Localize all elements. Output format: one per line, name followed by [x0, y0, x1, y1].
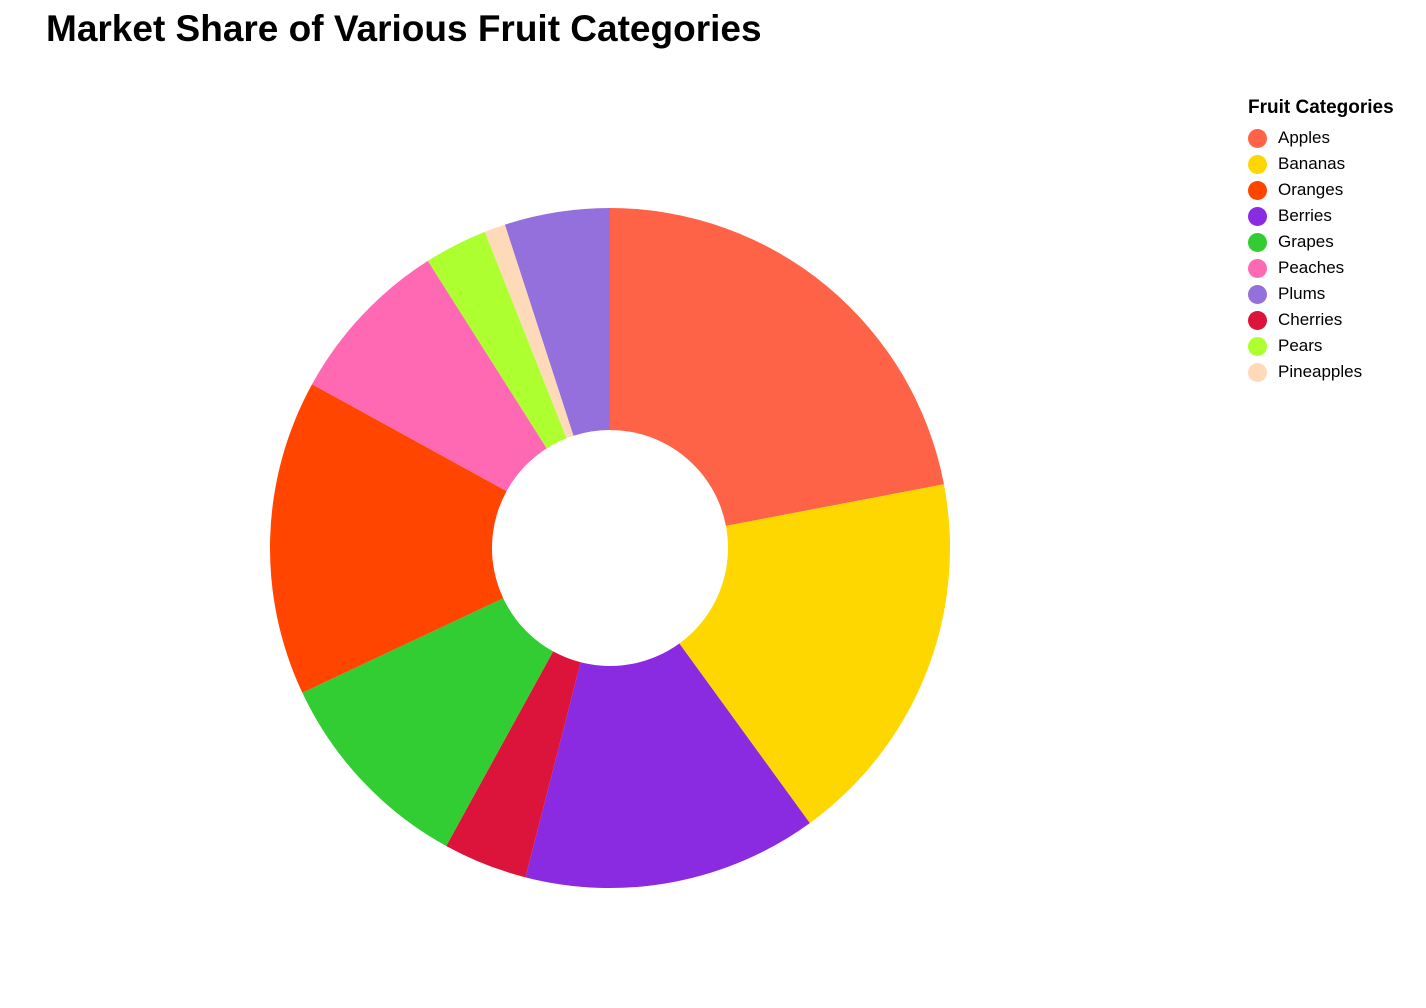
legend-item-pineapples: Pineapples — [1248, 359, 1394, 385]
slice-oranges — [270, 384, 507, 693]
legend-label-oranges: Oranges — [1278, 180, 1344, 199]
legend-item-cherries: Cherries — [1248, 307, 1394, 333]
slice-pineapples — [484, 224, 574, 439]
slice-grapes — [302, 598, 554, 846]
legend-swatch-apples — [1248, 128, 1267, 148]
slice-apples — [610, 208, 944, 526]
legend-item-berries: Berries — [1248, 203, 1394, 229]
chart-title: Market Share of Various Fruit Categories — [46, 8, 762, 49]
legend-item-peaches: Peaches — [1248, 255, 1394, 281]
legend-item-plums: Plums — [1248, 281, 1394, 307]
legend-item-grapes: Grapes — [1248, 229, 1394, 255]
slice-bananas — [679, 484, 950, 824]
slice-plums — [504, 208, 610, 436]
legend-swatch-plums — [1248, 284, 1267, 304]
legend-item-pears: Pears — [1248, 333, 1394, 359]
legend-label-bananas: Bananas — [1278, 154, 1346, 173]
legend: Fruit Categories Apples Bananas Oranges Ber… — [1248, 97, 1394, 385]
legend-item-apples: Apples — [1248, 125, 1394, 151]
slice-pears — [427, 231, 567, 449]
legend-title: Fruit Categories — [1248, 97, 1394, 118]
legend-swatch-oranges — [1248, 180, 1267, 200]
legend-swatch-peaches — [1248, 258, 1267, 278]
legend-item-bananas: Bananas — [1248, 151, 1394, 177]
slice-peaches — [312, 260, 547, 492]
legend-label-plums: Plums — [1278, 284, 1326, 303]
legend-label-pears: Pears — [1278, 336, 1323, 355]
legend-label-berries: Berries — [1278, 206, 1332, 225]
legend-swatch-pears — [1248, 336, 1267, 356]
legend-label-peaches: Peaches — [1278, 258, 1345, 277]
legend-swatch-berries — [1248, 206, 1267, 226]
legend-label-grapes: Grapes — [1278, 232, 1334, 251]
legend-item-oranges: Oranges — [1248, 177, 1394, 203]
legend-swatch-grapes — [1248, 232, 1267, 252]
slice-cherries — [446, 651, 581, 878]
legend-label-pineapples: Pineapples — [1278, 362, 1363, 381]
legend-swatch-cherries — [1248, 310, 1267, 330]
legend-label-apples: Apples — [1278, 128, 1330, 147]
legend-items: Apples Bananas Oranges Berries Grapes Peaches… — [1248, 125, 1394, 385]
legend-swatch-pineapples — [1248, 362, 1267, 382]
legend-label-cherries: Cherries — [1278, 310, 1343, 329]
legend-swatch-bananas — [1248, 154, 1267, 174]
slice-berries — [525, 643, 810, 889]
